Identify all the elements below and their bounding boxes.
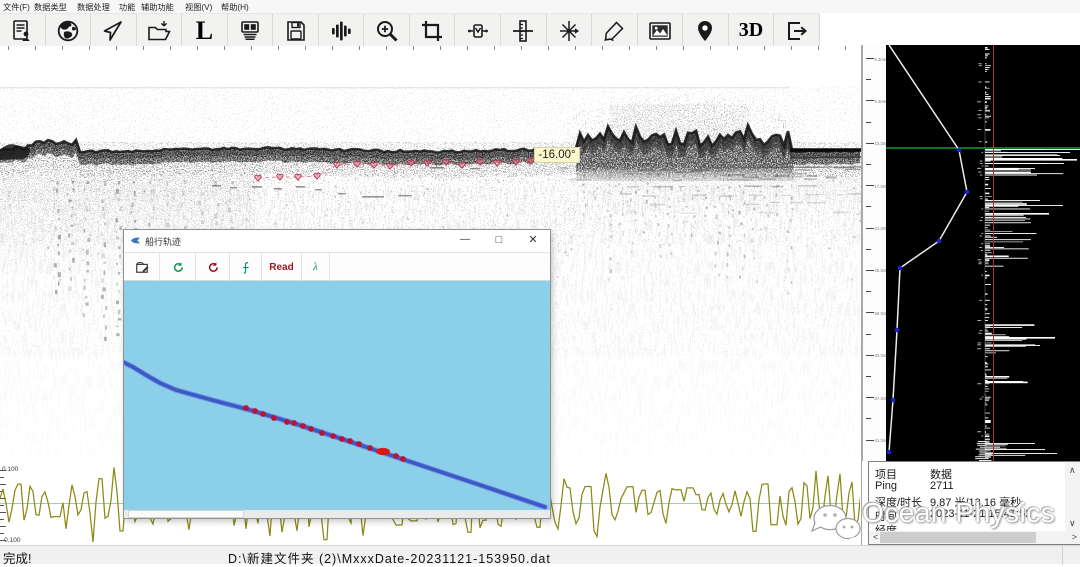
svg-text:21.3ms: 21.3ms xyxy=(875,226,887,231)
svg-text:25.3ms: 25.3ms xyxy=(875,268,887,273)
svg-text:5.3ms: 5.3ms xyxy=(875,57,886,62)
svg-text:9.3ms: 9.3ms xyxy=(875,99,886,104)
svg-text:29.3ms: 29.3ms xyxy=(875,311,887,316)
svg-text:13.3ms: 13.3ms xyxy=(875,141,887,146)
svg-text:37.3ms: 37.3ms xyxy=(875,396,887,401)
svg-text:33.3ms: 33.3ms xyxy=(875,353,887,358)
svg-text:41.3ms: 41.3ms xyxy=(875,438,887,443)
svg-text:-0.100: -0.100 xyxy=(2,537,21,544)
svg-text:17.3ms: 17.3ms xyxy=(875,184,887,189)
svg-text:0.100: 0.100 xyxy=(2,466,19,473)
